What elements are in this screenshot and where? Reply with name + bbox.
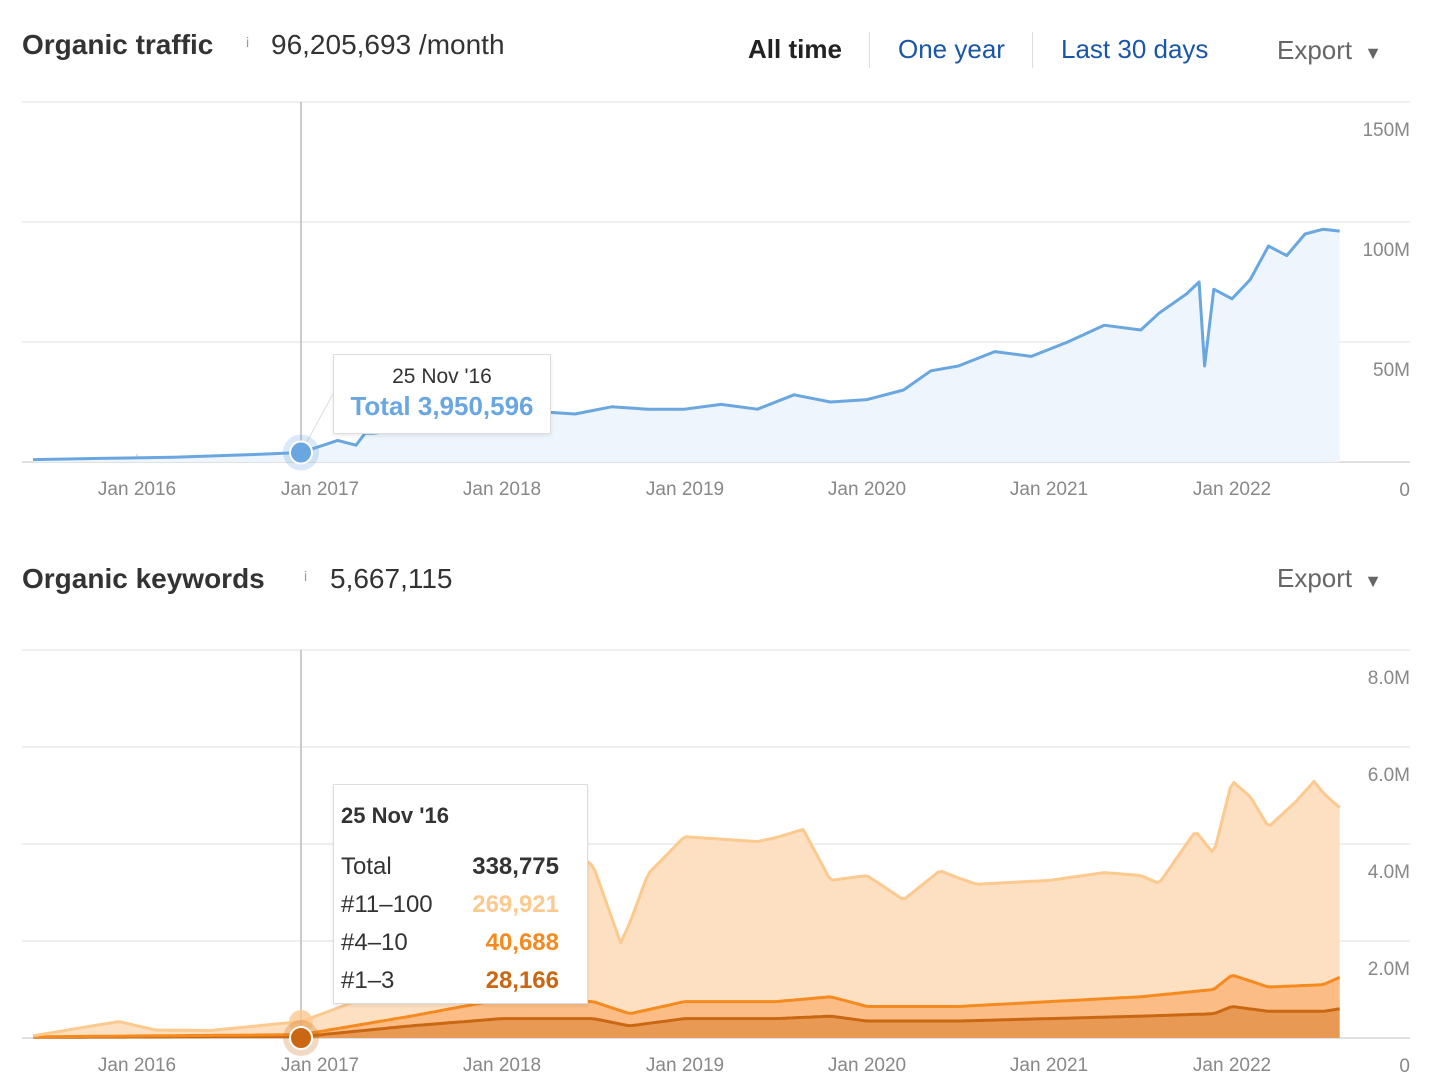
x-tick-label: Jan 2021	[1010, 1055, 1088, 1076]
y-tick-label: 2.0M	[1368, 959, 1410, 980]
traffic-info-icon[interactable]: i	[246, 34, 250, 50]
keywords-tooltip-row-1-3: #1–3 28,166	[341, 967, 559, 995]
x-tick-label: Jan 2017	[281, 1055, 359, 1076]
range-separator	[869, 32, 870, 68]
range-one-year[interactable]: One year	[898, 34, 1005, 64]
x-tick-label: Jan 2018	[463, 1055, 541, 1076]
keywords-metric: 5,667,115	[330, 563, 453, 594]
row-value: 338,775	[472, 853, 559, 880]
keywords-area-11-100	[33, 781, 1340, 1037]
x-tick-label: Jan 2021	[1010, 479, 1088, 500]
x-tick-label: Jan 2016	[98, 1055, 176, 1076]
y-tick-label: 8.0M	[1368, 668, 1410, 689]
keywords-line-11-100	[32, 779, 1341, 1038]
x-tick-label: Jan 2022	[1193, 479, 1271, 500]
range-all-time[interactable]: All time	[748, 34, 842, 64]
x-tick-label: Jan 2019	[646, 1055, 724, 1076]
keywords-tooltip-row-4-10: #4–10 40,688	[341, 929, 559, 957]
row-value: 269,921	[472, 891, 559, 918]
row-label: Total	[341, 853, 392, 880]
keywords-info-icon[interactable]: i	[304, 568, 308, 584]
traffic-tooltip: 25 Nov '16 Total 3,950,596	[333, 354, 551, 434]
x-tick-label: Jan 2019	[646, 479, 724, 500]
row-label: #4–10	[341, 929, 408, 956]
traffic-tooltip-total: Total 3,950,596	[350, 391, 534, 421]
x-tick-label: Jan 2020	[828, 1055, 906, 1076]
traffic-line	[32, 227, 1340, 462]
y-tick-label: 0	[1399, 1056, 1410, 1077]
y-tick-label: 50M	[1373, 360, 1410, 381]
traffic-title: Organic traffic	[22, 29, 214, 60]
range-separator	[1032, 32, 1033, 68]
chevron-down-icon: ▼	[1364, 571, 1382, 591]
y-tick-label: 100M	[1362, 240, 1410, 261]
hover-point	[289, 440, 313, 465]
keywords-area-4-10	[33, 975, 1340, 1038]
keywords-tooltip-date: 25 Nov '16	[341, 803, 449, 828]
keywords-tooltip-row-total: Total 338,775	[341, 853, 559, 881]
x-tick-label: Jan 2017	[281, 479, 359, 500]
export-label: Export	[1277, 563, 1353, 593]
traffic-tooltip-date: 25 Nov '16	[392, 365, 492, 388]
y-tick-label: 150M	[1362, 120, 1410, 141]
traffic-chart: Jan 2016 Jan 2017 Jan 2018 Jan 2019 Jan 2020…	[22, 101, 1410, 501]
row-label: #11–100	[341, 891, 433, 918]
hover-point-1-3	[289, 1026, 313, 1050]
row-value: 40,688	[485, 929, 559, 956]
traffic-metric: 96,205,693 /month	[271, 29, 505, 60]
y-tick-label: 0	[1399, 480, 1410, 501]
x-tick-label: Jan 2018	[463, 479, 541, 500]
traffic-area-fill	[32, 229, 1340, 462]
y-tick-label: 6.0M	[1368, 765, 1410, 786]
range-last-30-days[interactable]: Last 30 days	[1061, 34, 1209, 64]
x-tick-label: Jan 2020	[828, 479, 906, 500]
keywords-title: Organic keywords	[22, 563, 265, 594]
keywords-export-button[interactable]: Export ▼	[1277, 563, 1382, 594]
y-tick-label: 4.0M	[1368, 862, 1410, 883]
keywords-line-1-3	[33, 1005, 1340, 1039]
traffic-export-button[interactable]: Export ▼	[1277, 35, 1382, 66]
keywords-tooltip: 25 Nov '16 Total 338,775 #11–100 269,921…	[333, 784, 588, 1004]
keywords-area-1-3	[33, 1006, 1340, 1038]
x-tick-label: Jan 2016	[98, 479, 176, 500]
keywords-line-4-10	[33, 974, 1341, 1039]
row-label: #1–3	[341, 967, 395, 994]
keywords-tooltip-row-11-100: #11–100 269,921	[341, 891, 559, 919]
export-label: Export	[1277, 35, 1353, 65]
chevron-down-icon: ▼	[1364, 43, 1382, 63]
x-tick-label: Jan 2022	[1193, 1055, 1271, 1076]
row-value: 28,166	[485, 967, 559, 994]
